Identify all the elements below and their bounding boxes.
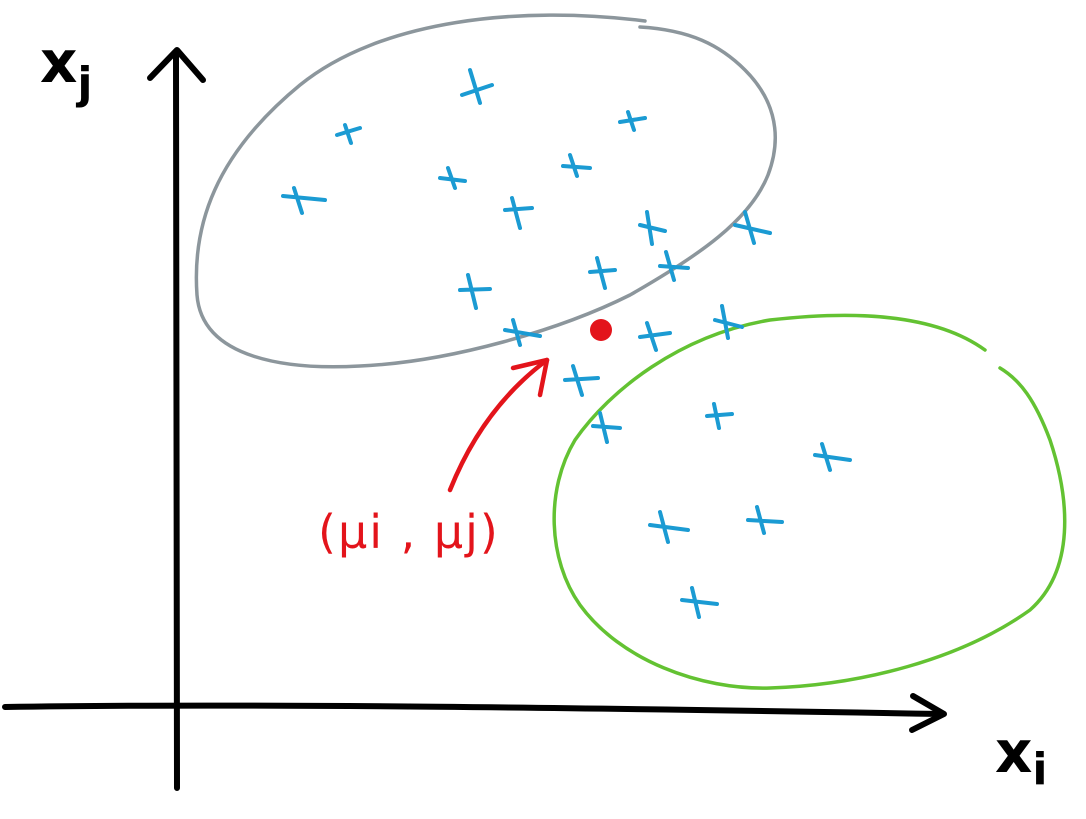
- mean-annotation-arrow: [447, 357, 550, 493]
- data-point: [438, 166, 467, 190]
- data-point: [648, 510, 690, 544]
- y-axis-arrowhead: [147, 47, 206, 83]
- y-axis-label-sub: j: [75, 58, 92, 109]
- data-point: [638, 210, 667, 246]
- data-point: [713, 304, 744, 340]
- x-axis-label: xi: [995, 718, 1048, 795]
- data-point: [588, 256, 617, 290]
- data-point: [746, 505, 784, 535]
- data-point: [733, 210, 772, 245]
- y-axis-line: [173, 52, 180, 791]
- data-point: [503, 318, 542, 347]
- cluster-outline-green: [552, 313, 1067, 690]
- data-point: [563, 364, 600, 397]
- data-point: [335, 123, 362, 145]
- data-point: [658, 250, 690, 282]
- data-point: [638, 321, 672, 352]
- data-point: [680, 586, 719, 619]
- mean-point: [590, 319, 612, 341]
- data-point: [705, 402, 734, 430]
- y-axis-label: xj: [40, 28, 93, 109]
- cluster-outline-gray: [194, 13, 777, 369]
- x-axis-label-main: x: [995, 718, 1032, 786]
- axes: [2, 47, 947, 791]
- data-points: [281, 68, 852, 619]
- data-point: [813, 442, 852, 472]
- data-point: [281, 186, 327, 215]
- data-point: [458, 273, 492, 310]
- x-axis-label-sub: i: [1032, 744, 1047, 795]
- x-axis-arrowhead: [909, 693, 947, 733]
- y-axis-label-main: x: [40, 28, 77, 96]
- data-point: [503, 196, 534, 230]
- data-point: [591, 411, 622, 444]
- data-point: [561, 153, 592, 178]
- data-point: [460, 68, 494, 105]
- data-point: [618, 110, 647, 132]
- mean-label: (μi , μj): [318, 505, 500, 559]
- x-axis-line: [2, 702, 946, 717]
